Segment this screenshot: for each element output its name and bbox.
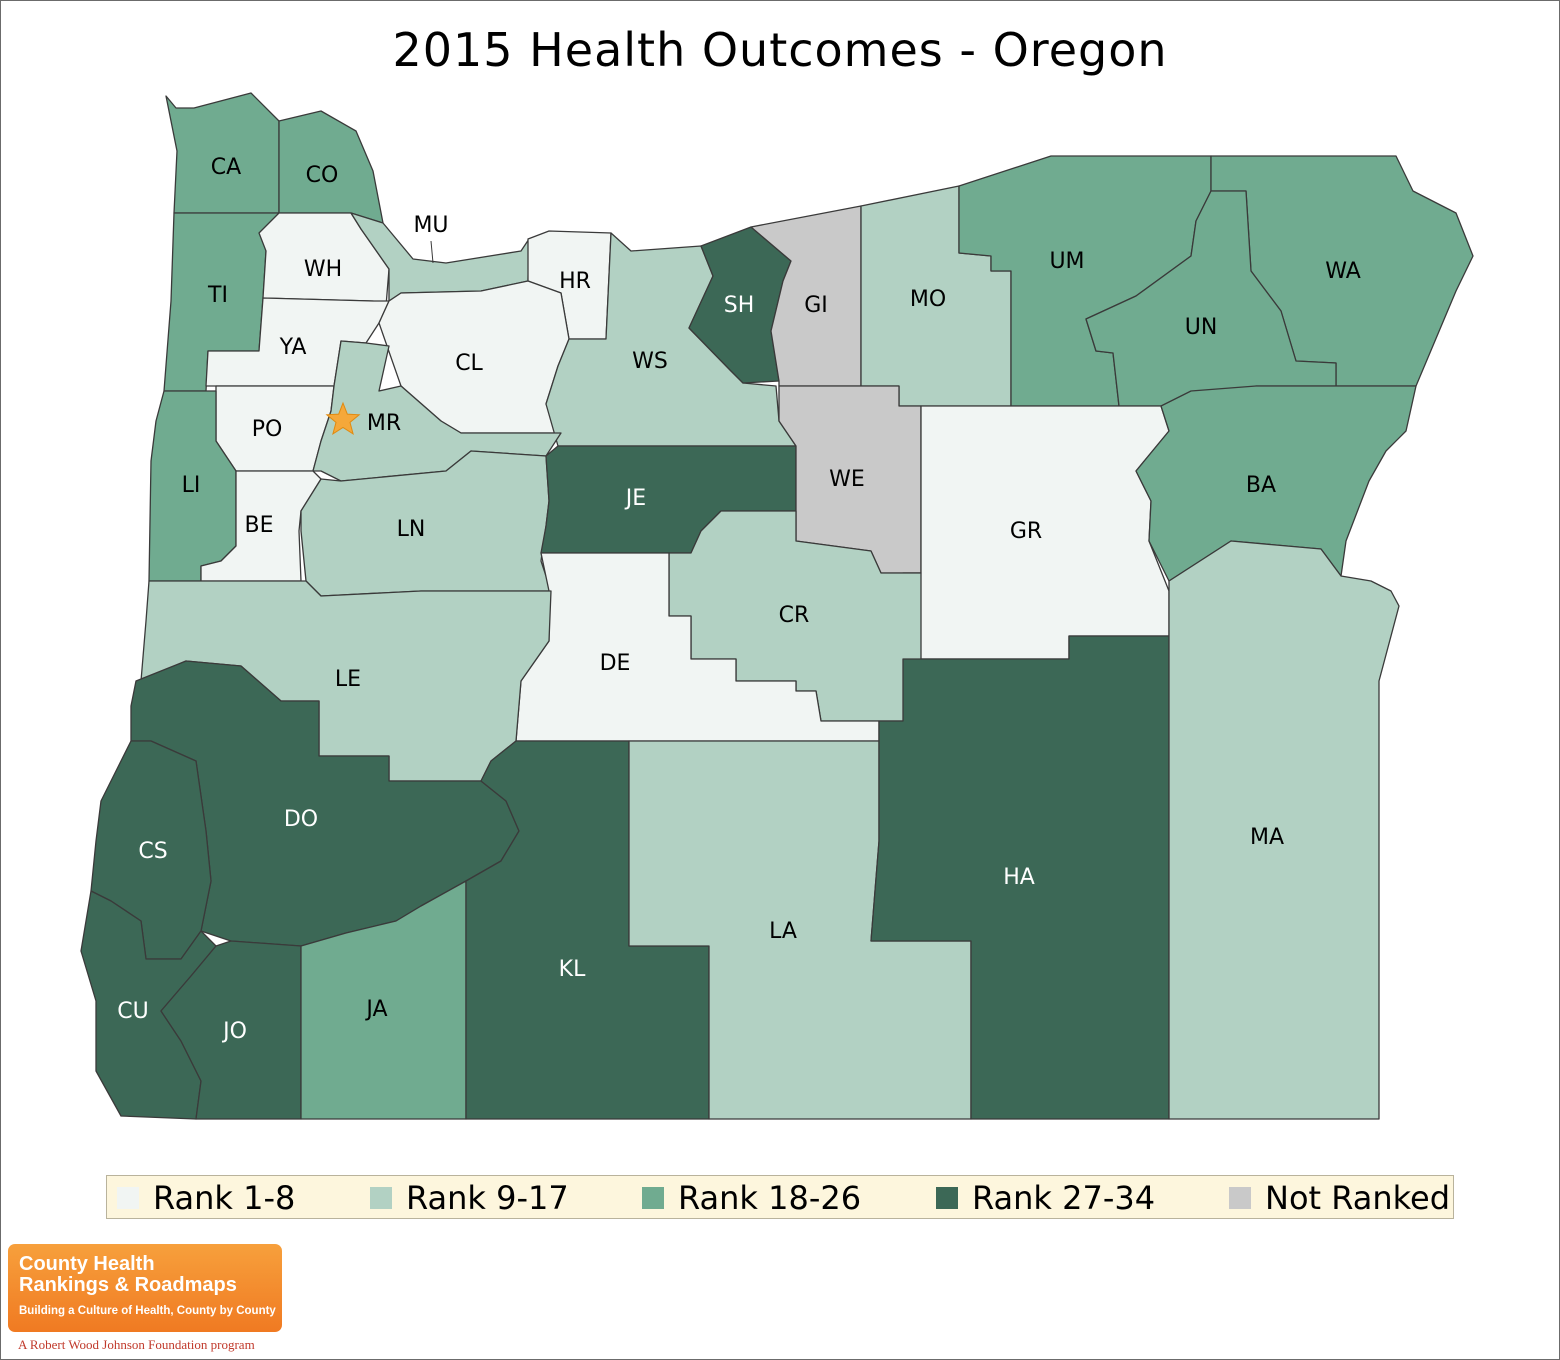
logo-tagline: Building a Culture of Health, County by … xyxy=(19,1305,276,1317)
county-label-li: LI xyxy=(182,473,201,498)
county-jo xyxy=(160,940,302,1120)
county-label-wa: WA xyxy=(1325,259,1361,284)
legend-item: Rank 9-17 xyxy=(370,1176,569,1220)
chrr-logo: County Health Rankings & Roadmaps Buildi… xyxy=(8,1244,282,1332)
county-label-mo: MO xyxy=(910,287,946,312)
county-label-ja: JA xyxy=(364,997,387,1022)
county-label-wh: WH xyxy=(304,257,342,282)
legend-item: Not Ranked xyxy=(1229,1176,1450,1220)
county-label-mr: MR xyxy=(367,411,401,436)
county-label-hr: HR xyxy=(559,269,591,294)
legend-item: Rank 1-8 xyxy=(117,1176,295,1220)
logo-line-1: County Health xyxy=(19,1253,155,1275)
county-label-ln: LN xyxy=(397,517,426,542)
county-label-ti: TI xyxy=(207,283,228,308)
county-label-gi: GI xyxy=(804,293,828,318)
legend-item: Rank 18-26 xyxy=(642,1176,861,1220)
county-label-mu: MU xyxy=(413,213,448,238)
mu-leader-line xyxy=(430,240,434,264)
county-label-ya: YA xyxy=(279,335,307,360)
county-label-cr: CR xyxy=(779,603,810,628)
county-label-ca: CA xyxy=(211,155,241,180)
county-label-je: JE xyxy=(624,486,646,511)
county-label-cu: CU xyxy=(117,999,148,1024)
county-label-ba: BA xyxy=(1246,473,1276,498)
county-label-un: UN xyxy=(1185,315,1218,340)
legend-item: Rank 27-34 xyxy=(936,1176,1155,1220)
legend-swatch xyxy=(1229,1187,1251,1209)
county-label-jo: JO xyxy=(221,1019,247,1044)
county-label-kl: KL xyxy=(559,957,586,982)
county-label-la: LA xyxy=(769,919,797,944)
county-label-ha: HA xyxy=(1003,865,1035,890)
rwjf-credit: A Robert Wood Johnson Foundation program xyxy=(18,1337,255,1352)
legend-swatch xyxy=(117,1187,139,1209)
legend-label: Rank 27-34 xyxy=(972,1179,1156,1217)
county-ma xyxy=(1168,540,1400,1120)
county-ca xyxy=(165,92,280,214)
county-label-ws: WS xyxy=(632,349,668,374)
legend-swatch xyxy=(642,1187,664,1209)
legend: Rank 1-8 Rank 9-17 Rank 18-26 Rank 27-34… xyxy=(106,1175,1454,1219)
county-label-le: LE xyxy=(335,667,361,692)
county-label-cs: CS xyxy=(138,839,167,864)
legend-label: Rank 9-17 xyxy=(406,1179,569,1217)
legend-swatch xyxy=(936,1187,958,1209)
county-label-co: CO xyxy=(306,163,339,188)
county-label-sh: SH xyxy=(724,293,755,318)
county-label-ma: MA xyxy=(1250,825,1284,850)
county-label-cl: CL xyxy=(455,351,483,376)
county-label-um: UM xyxy=(1049,249,1084,274)
county-label-po: PO xyxy=(252,417,283,442)
county-ln xyxy=(300,450,552,597)
legend-swatch xyxy=(370,1187,392,1209)
logo-line-2: Rankings & Roadmaps xyxy=(19,1274,237,1296)
county-ja xyxy=(300,880,467,1120)
legend-label: Not Ranked xyxy=(1265,1179,1451,1217)
map-title: 2015 Health Outcomes - Oregon xyxy=(392,23,1168,77)
county-label-be: BE xyxy=(245,513,274,538)
county-label-de: DE xyxy=(600,651,631,676)
legend-label: Rank 1-8 xyxy=(153,1179,296,1217)
county-label-we: WE xyxy=(829,467,865,492)
legend-label: Rank 18-26 xyxy=(678,1179,862,1217)
county-label-do: DO xyxy=(284,807,318,832)
county-label-gr: GR xyxy=(1010,519,1042,544)
capital-star-icon xyxy=(325,401,361,436)
